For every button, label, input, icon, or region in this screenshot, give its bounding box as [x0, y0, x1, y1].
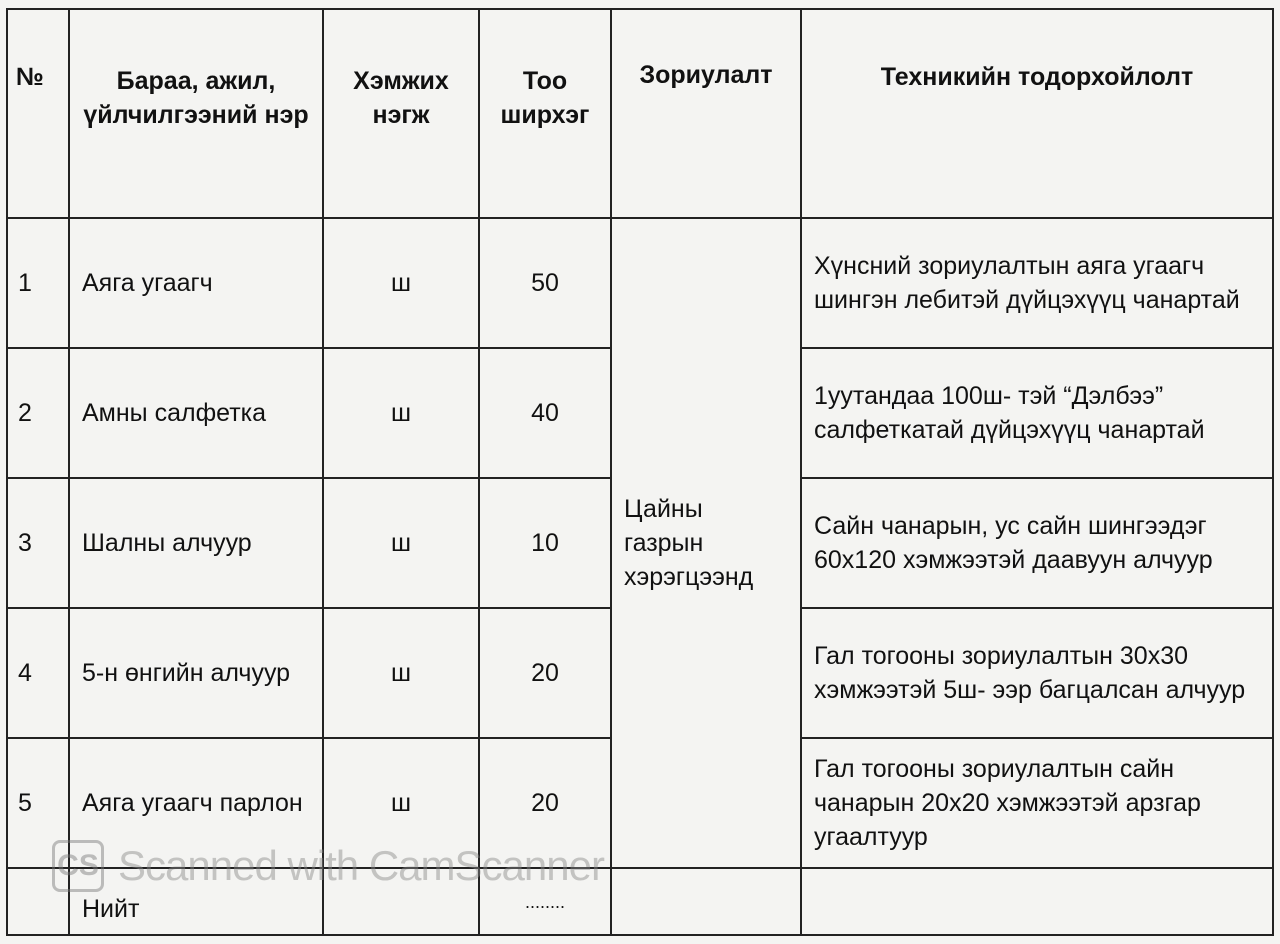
total-spec-empty	[800, 867, 1274, 936]
table-row: 2 Амны салфетка ш 40 1уутандаа 100ш- тэй…	[6, 347, 1274, 479]
row-no: 2	[6, 347, 70, 479]
row-qty: 40	[478, 347, 612, 479]
row-unit: ш	[322, 217, 480, 349]
table-row: 1 Аяга угаагч ш 50 Цайны газрын хэрэгцээ…	[6, 217, 1274, 869]
total-purpose-empty	[610, 867, 802, 936]
table-row: 5 Аяга угаагч парлон ш 20 Гал тогооны зо…	[6, 737, 1274, 869]
total-unit-empty	[322, 867, 480, 936]
total-label: Нийт	[68, 867, 324, 936]
row-unit: ш	[322, 477, 480, 609]
row-name: Аяга угаагч	[68, 217, 324, 349]
row-name: Аяга угаагч парлон	[68, 737, 324, 869]
row-no: 4	[6, 607, 70, 739]
row-spec: Гал тогооны зориулалтын сайн чанарын 20х…	[800, 737, 1274, 869]
row-no: 5	[6, 737, 70, 869]
header-no: №	[6, 8, 70, 219]
header-unit: Хэмжих нэгж	[322, 8, 480, 219]
header-qty: Тоо ширхэг	[478, 8, 612, 219]
header-spec: Техникийн тодорхойлолт	[800, 8, 1274, 219]
row-name: Амны салфетка	[68, 347, 324, 479]
row-spec: 1уутандаа 100ш- тэй “Дэлбээ” салфеткатай…	[800, 347, 1274, 479]
row-spec: Сайн чанарын, ус сайн шингээдэг 60х120 х…	[800, 477, 1274, 609]
total-row: Нийт ........	[6, 867, 1274, 936]
row-no: 1	[6, 217, 70, 349]
row-qty: 20	[478, 737, 612, 869]
row-unit: ш	[322, 737, 480, 869]
row-spec: Гал тогооны зориулалтын 30х30 хэмжээтэй …	[800, 607, 1274, 739]
row-spec: Хүнсний зориулалтын аяга угаагч шингэн л…	[800, 217, 1274, 349]
total-qty: ........	[478, 867, 612, 936]
header-purpose: Зориулалт	[610, 8, 802, 219]
row-qty: 20	[478, 607, 612, 739]
procurement-table: № Бараа, ажил, үйлчилгээний нэр Хэмжих н…	[6, 8, 1274, 936]
purpose-cell: Цайны газрын хэрэгцээнд	[610, 217, 802, 869]
table-row: 3 Шалны алчуур ш 10 Сайн чанарын, ус сай…	[6, 477, 1274, 609]
total-no-empty	[6, 867, 70, 936]
row-qty: 10	[478, 477, 612, 609]
table-row: 4 5-н өнгийн алчуур ш 20 Гал тогооны зор…	[6, 607, 1274, 739]
row-name: 5-н өнгийн алчуур	[68, 607, 324, 739]
row-unit: ш	[322, 347, 480, 479]
header-name: Бараа, ажил, үйлчилгээний нэр	[68, 8, 324, 219]
row-no: 3	[6, 477, 70, 609]
header-row: № Бараа, ажил, үйлчилгээний нэр Хэмжих н…	[6, 8, 1274, 219]
row-unit: ш	[322, 607, 480, 739]
row-name: Шалны алчуур	[68, 477, 324, 609]
row-qty: 50	[478, 217, 612, 349]
